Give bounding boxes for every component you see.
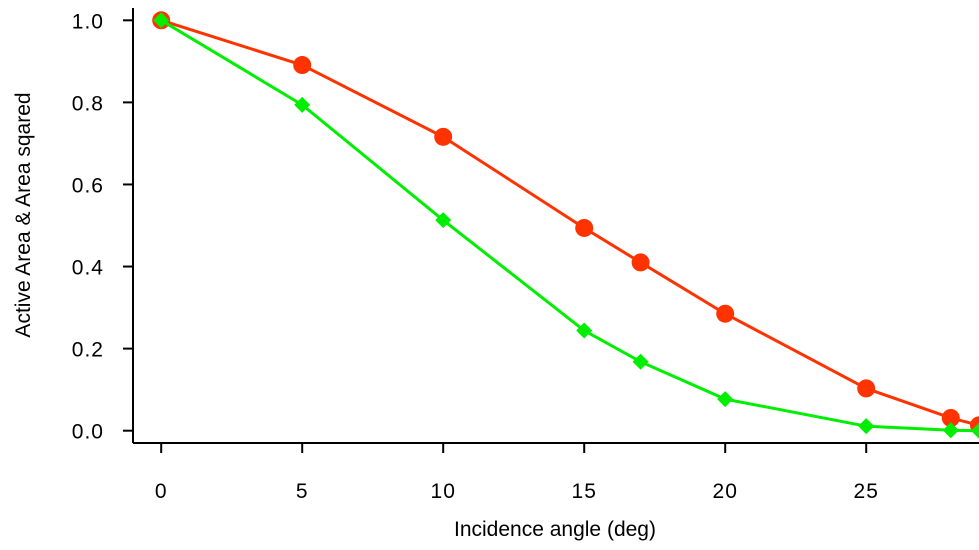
x-tick-label: 25	[854, 480, 879, 503]
data-point	[942, 422, 959, 439]
data-point	[716, 304, 735, 323]
axes: 0.0 0.2 0.4 0.6 0.8 1.0 0 5 10 15 20 25	[72, 8, 979, 503]
y-tick-label: 0.0	[72, 421, 104, 444]
data-point	[576, 322, 593, 339]
y-tick-label: 0.8	[72, 92, 104, 115]
y-tick-label: 0.6	[72, 174, 104, 197]
y-tick-label: 1.0	[72, 10, 104, 33]
data-point	[971, 422, 979, 439]
data-point	[941, 408, 960, 427]
series-2	[153, 12, 979, 439]
data-point	[575, 218, 594, 237]
y-tick-label: 0.2	[72, 339, 104, 362]
data-point	[435, 212, 452, 229]
data-point	[434, 127, 453, 146]
data-point	[857, 379, 876, 398]
x-tick-label: 0	[155, 480, 168, 503]
data-point	[717, 391, 734, 408]
x-tick-label: 15	[572, 480, 597, 503]
series-line	[160, 19, 979, 433]
series-layer	[152, 11, 979, 439]
data-point	[858, 418, 875, 435]
x-tick-label: 20	[713, 480, 738, 503]
data-point	[293, 56, 312, 75]
y-tick-label: 0.4	[72, 257, 104, 280]
y-axis-title: Active Area & Area sqared	[12, 92, 35, 337]
data-point	[632, 353, 649, 370]
x-axis-title: Incidence angle (deg)	[454, 518, 656, 541]
x-tick-label: 5	[296, 480, 309, 503]
data-point	[294, 96, 311, 113]
data-point	[153, 12, 170, 29]
series-1	[152, 11, 979, 435]
data-point	[631, 253, 650, 272]
x-tick-label: 10	[431, 480, 456, 503]
series-line	[160, 18, 979, 427]
